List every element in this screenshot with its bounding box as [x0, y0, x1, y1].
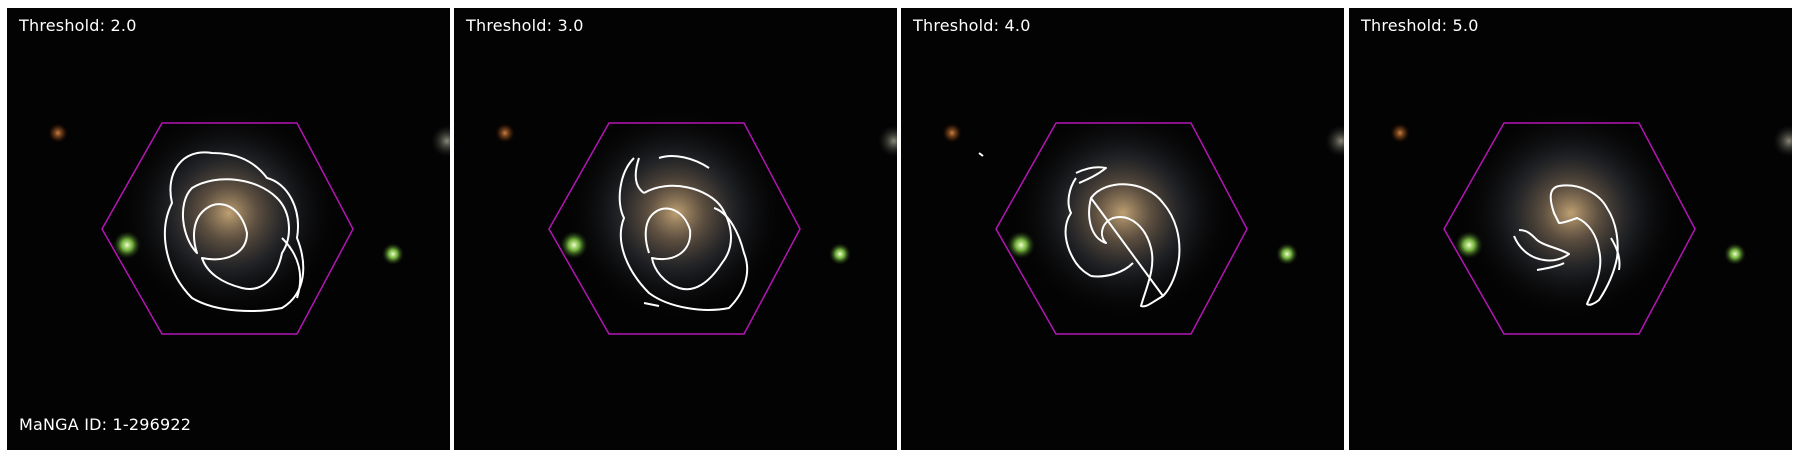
threshold-label: Threshold: 3.0 [466, 16, 584, 35]
manga-id-label: MaNGA ID: 1-296922 [19, 415, 192, 434]
image-panel-3: Threshold: 4.0 [901, 8, 1344, 450]
ifu-hexagon [548, 122, 801, 335]
green-star [1455, 231, 1483, 259]
orange-star [495, 123, 515, 143]
galaxy-image [495, 108, 897, 335]
green-star [1276, 243, 1298, 265]
ifu-hexagon [1443, 122, 1696, 335]
ifu-hexagon [995, 122, 1248, 335]
galaxy-glow [119, 108, 339, 318]
contour-lines [978, 152, 1181, 308]
green-star [1007, 231, 1035, 259]
threshold-label: Threshold: 5.0 [1361, 16, 1479, 35]
image-panel-2: Threshold: 3.0 [454, 8, 897, 450]
orange-star [942, 123, 962, 143]
image-panel-4: Threshold: 5.0 [1349, 8, 1792, 450]
threshold-label: Threshold: 2.0 [19, 16, 137, 35]
contour-lines [164, 151, 305, 312]
green-star [1724, 243, 1746, 265]
faint-star [1325, 125, 1344, 157]
threshold-label: Threshold: 4.0 [913, 16, 1031, 35]
orange-star [48, 123, 68, 143]
image-panel-1: Threshold: 2.0 MaNGA ID: 1-296922 [7, 8, 450, 450]
orange-star [1390, 123, 1410, 143]
faint-star [431, 125, 450, 157]
green-star [113, 231, 141, 259]
contour-lines [618, 155, 749, 311]
galaxy-glow [566, 108, 786, 318]
faint-star [878, 125, 897, 157]
galaxy-glow [1461, 108, 1681, 318]
contour-lines [1513, 184, 1621, 306]
ifu-hexagon [101, 122, 354, 335]
green-star [829, 243, 851, 265]
faint-star [1773, 125, 1792, 157]
galaxy-image [942, 108, 1344, 335]
galaxy-image [48, 108, 450, 335]
green-star [560, 231, 588, 259]
galaxy-image [1390, 108, 1792, 335]
green-star [382, 243, 404, 265]
